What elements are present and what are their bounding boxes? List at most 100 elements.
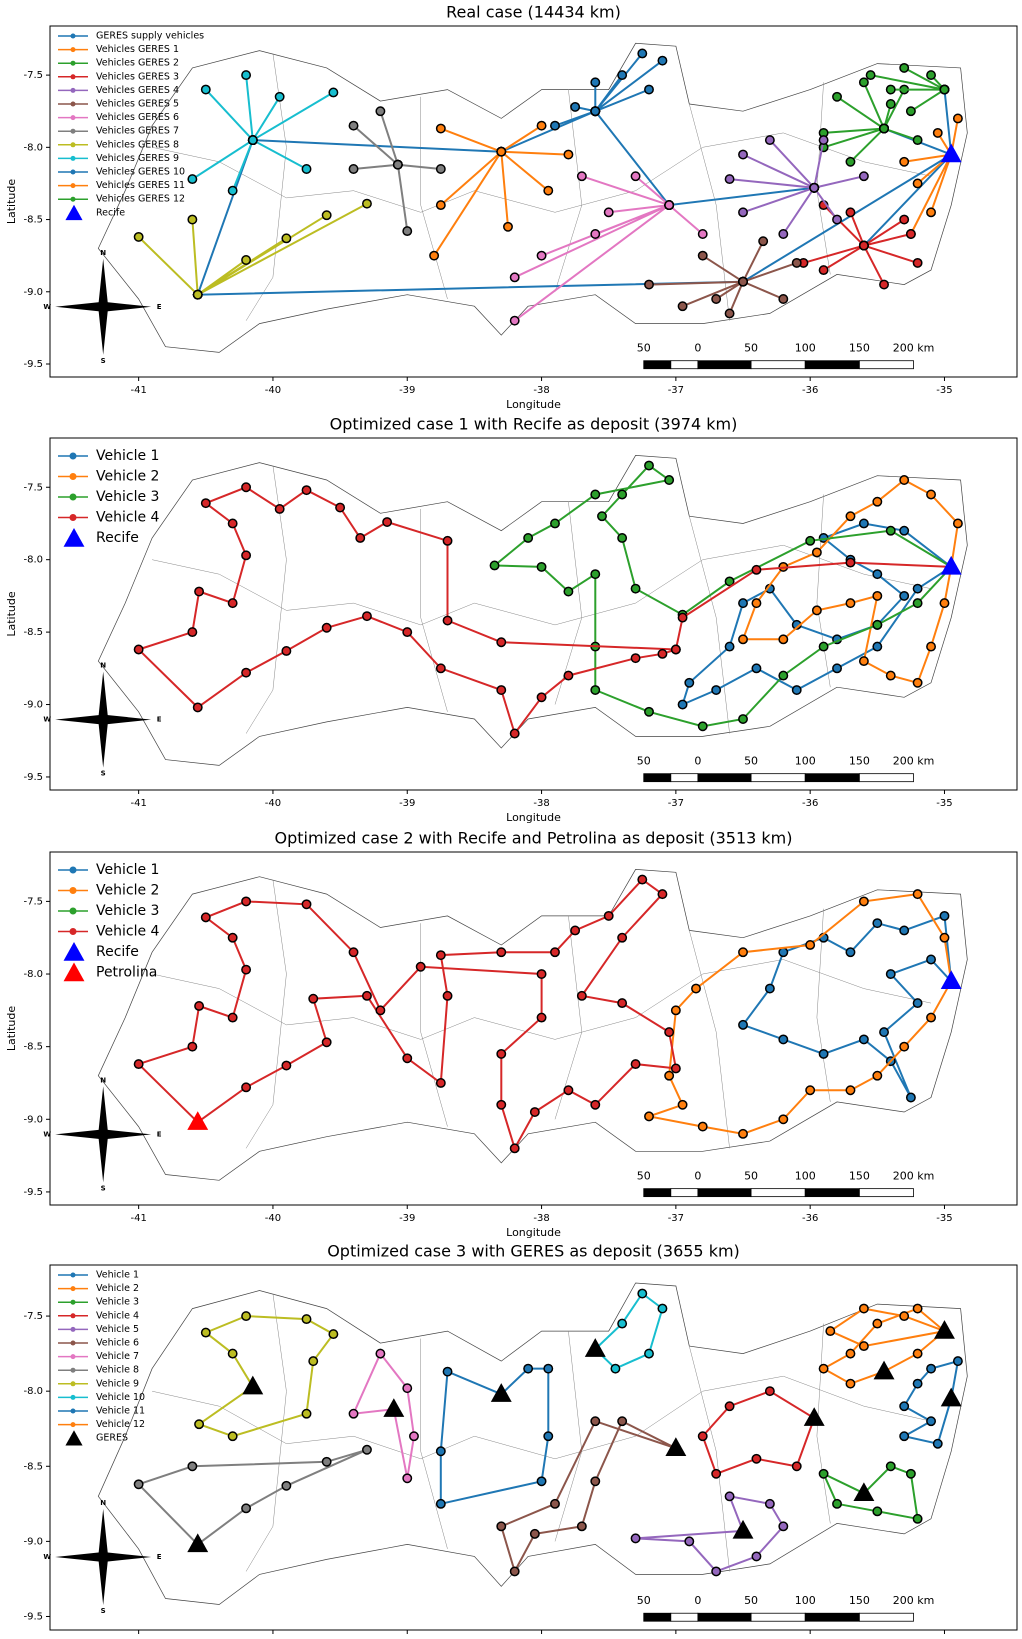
stop-marker bbox=[791, 257, 802, 268]
legend-marker bbox=[70, 87, 76, 93]
y-tick-label: -8.0 bbox=[23, 969, 43, 980]
compass-label: N bbox=[100, 662, 106, 670]
scale-bar-label: 0 bbox=[694, 755, 701, 768]
stop-marker bbox=[133, 231, 144, 242]
y-tick-label: -9.5 bbox=[23, 772, 43, 783]
stop-marker bbox=[912, 1513, 923, 1524]
stop-marker bbox=[952, 113, 963, 124]
stop-marker bbox=[227, 1012, 238, 1023]
scale-bar-segment bbox=[697, 360, 752, 370]
x-tick-label: -35 bbox=[936, 798, 952, 809]
legend-label: Vehicles GERES 6 bbox=[96, 112, 179, 123]
legend-marker bbox=[70, 1272, 76, 1278]
municipal-border bbox=[152, 959, 932, 1040]
stop-marker bbox=[509, 1566, 520, 1577]
legend-marker bbox=[69, 452, 77, 460]
municipal-border bbox=[152, 1375, 932, 1460]
legend-marker bbox=[63, 528, 85, 547]
stop-marker bbox=[241, 1503, 252, 1514]
stop-marker bbox=[858, 1034, 869, 1045]
stop-marker bbox=[912, 889, 923, 900]
stop-marker bbox=[301, 899, 312, 910]
stop-marker bbox=[133, 1059, 144, 1070]
x-tick-label: -38 bbox=[533, 1213, 549, 1224]
stop-marker bbox=[301, 164, 312, 174]
stop-marker bbox=[926, 1012, 936, 1023]
y-tick-label: -8.0 bbox=[23, 1386, 43, 1397]
stop-marker bbox=[899, 1041, 910, 1052]
y-tick-label: -7.5 bbox=[23, 896, 43, 907]
stop-marker bbox=[926, 1416, 936, 1427]
stop-marker bbox=[832, 1498, 842, 1509]
legend-marker bbox=[70, 1408, 76, 1414]
x-tick-label: -41 bbox=[130, 798, 146, 809]
stop-marker bbox=[885, 84, 896, 95]
stop-marker bbox=[758, 236, 769, 247]
stop-marker bbox=[926, 489, 936, 500]
x-tick-label: -40 bbox=[265, 385, 281, 396]
stop-marker bbox=[402, 1053, 413, 1064]
stop-marker bbox=[590, 685, 601, 695]
stop-marker bbox=[637, 874, 648, 885]
y-tick-label: -9.0 bbox=[23, 700, 43, 711]
stop-marker bbox=[711, 1468, 722, 1479]
stop-marker bbox=[187, 1041, 198, 1052]
stop-marker bbox=[247, 135, 258, 146]
stop-marker bbox=[738, 1128, 748, 1139]
y-tick-label: -9.0 bbox=[23, 1114, 43, 1125]
stop-marker bbox=[536, 1012, 547, 1023]
stop-marker bbox=[832, 214, 842, 225]
legend-marker bbox=[70, 169, 76, 175]
stop-marker bbox=[845, 511, 856, 522]
legend-label: Recife bbox=[96, 944, 139, 960]
stop-marker bbox=[905, 1468, 916, 1479]
deposit-marker bbox=[383, 1398, 405, 1417]
stop-marker bbox=[791, 685, 802, 695]
scale-bar-segment bbox=[670, 1612, 699, 1622]
municipal-border bbox=[152, 132, 932, 213]
stop-marker bbox=[778, 1521, 789, 1532]
legend-label: Vehicles GERES 10 bbox=[96, 167, 185, 178]
stop-marker bbox=[697, 250, 708, 261]
y-tick-label: -8.5 bbox=[23, 1042, 43, 1053]
x-tick-label: -36 bbox=[802, 1213, 818, 1224]
x-tick-label: -39 bbox=[399, 385, 415, 396]
stop-marker bbox=[845, 1378, 856, 1389]
stop-marker bbox=[724, 641, 735, 652]
legend-marker bbox=[70, 47, 76, 53]
stop-marker bbox=[858, 240, 869, 251]
stop-marker bbox=[563, 149, 574, 160]
scale-bar-segment bbox=[670, 360, 699, 370]
x-tick-label: -38 bbox=[533, 798, 549, 809]
stop-marker bbox=[536, 120, 547, 131]
stop-marker bbox=[738, 714, 748, 724]
stop-marker bbox=[872, 1318, 883, 1329]
stop-marker bbox=[644, 706, 654, 717]
stop-marker bbox=[187, 1461, 198, 1472]
stop-marker bbox=[576, 1521, 587, 1532]
stop-marker bbox=[905, 106, 916, 117]
stop-marker bbox=[590, 229, 601, 239]
stop-marker bbox=[697, 229, 708, 239]
legend-marker bbox=[69, 514, 77, 521]
stop-marker bbox=[192, 289, 203, 300]
stop-marker bbox=[550, 947, 560, 958]
stop-marker bbox=[200, 1327, 211, 1338]
stop-marker bbox=[281, 233, 292, 244]
deposit-marker bbox=[940, 143, 962, 163]
y-axis-label: Latitude bbox=[5, 179, 18, 225]
compass-label: W bbox=[43, 716, 51, 724]
stop-marker bbox=[496, 637, 507, 648]
stop-marker bbox=[590, 1416, 601, 1427]
legend-label: Vehicle 2 bbox=[96, 883, 159, 899]
stop-marker bbox=[536, 692, 547, 703]
x-tick-label: -37 bbox=[668, 1213, 684, 1224]
scale-bar-label: 50 bbox=[744, 1170, 758, 1183]
x-tick-label: -36 bbox=[802, 798, 818, 809]
stop-marker bbox=[724, 576, 735, 587]
stop-marker bbox=[442, 1366, 453, 1377]
chart-title: Optimized case 2 with Recife and Petroli… bbox=[275, 829, 793, 848]
y-tick-label: -7.5 bbox=[23, 1311, 43, 1322]
stop-marker bbox=[845, 598, 856, 609]
